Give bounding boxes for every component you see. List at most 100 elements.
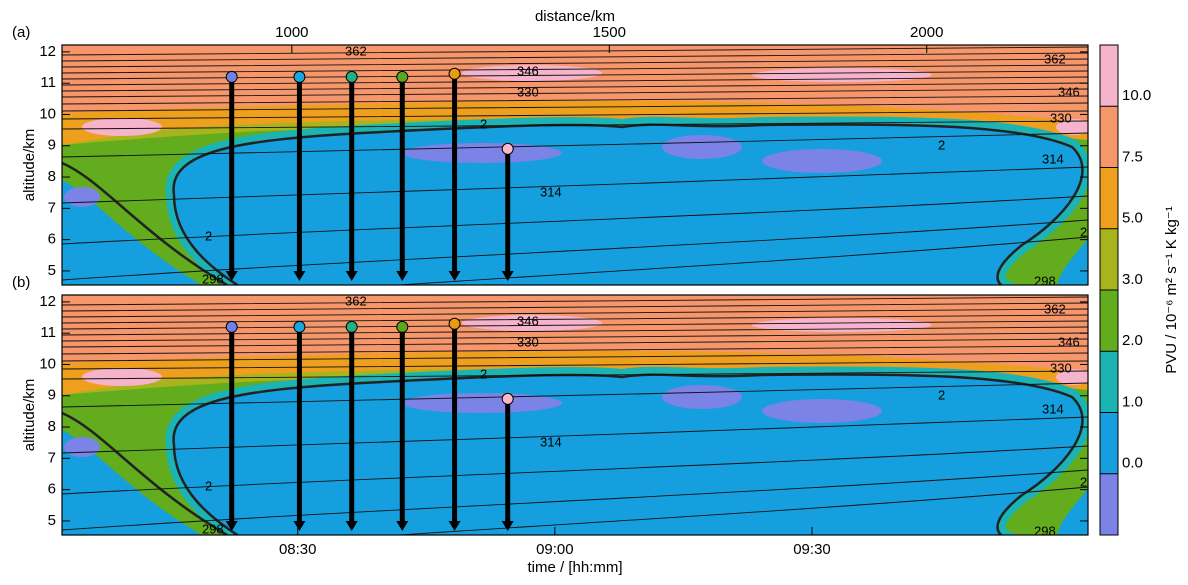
x2-tick-label: 1500 xyxy=(593,24,626,41)
colorbar-band xyxy=(1100,412,1118,474)
dropsonde-release xyxy=(396,70,409,83)
dropsonde-release xyxy=(293,70,306,83)
contour-label: 2 xyxy=(205,478,212,493)
colorbar-tick-label: 10.0 xyxy=(1122,87,1151,104)
dropsonde-release xyxy=(501,142,514,155)
x-axis-label: time / [hh:mm] xyxy=(527,559,622,576)
colorbar-tick-label: 5.0 xyxy=(1122,210,1143,227)
dropsonde-release xyxy=(225,320,238,333)
dropsonde xyxy=(396,70,409,281)
panel-label: (a) xyxy=(12,24,30,41)
y-tick-label: 11 xyxy=(40,324,56,341)
y-tick-label: 12 xyxy=(39,43,56,60)
contour-label: 346 xyxy=(1058,84,1080,99)
y-tick-label: 12 xyxy=(39,293,56,310)
x-tick-label: 09:30 xyxy=(793,541,831,558)
pv-field xyxy=(62,295,1092,559)
dropsonde-arrow xyxy=(501,271,514,281)
dropsonde-arrow xyxy=(448,271,461,281)
dropsonde-arrow xyxy=(396,271,409,281)
dropsonde-release xyxy=(396,320,409,333)
dropsonde-arrow xyxy=(293,271,306,281)
y-tick-label: 9 xyxy=(48,137,56,154)
dropsonde-arrow xyxy=(293,521,306,531)
dropsonde xyxy=(396,320,409,531)
dropsonde-release xyxy=(448,67,461,80)
contour-label: 298 xyxy=(202,521,224,536)
dropsonde-release xyxy=(345,70,358,83)
contour-label: 314 xyxy=(1042,401,1064,416)
dropsonde-arrow xyxy=(448,521,461,531)
contour-label: 362 xyxy=(345,293,367,308)
x2-tick-label: 2000 xyxy=(910,24,943,41)
y-tick-label: 11 xyxy=(40,74,56,91)
contour-label: 346 xyxy=(517,63,539,78)
dropsonde-arrow xyxy=(501,521,514,531)
colorbar-tick-label: 2.0 xyxy=(1122,332,1143,349)
contour-label: 362 xyxy=(345,43,367,58)
plot-frame xyxy=(61,44,1089,286)
dropsonde-arrow xyxy=(225,271,238,281)
y-tick-label: 9 xyxy=(48,387,56,404)
dropsonde xyxy=(293,320,306,531)
dropsonde-release xyxy=(501,392,514,405)
y-tick-label: 7 xyxy=(48,199,56,216)
y-tick-label: 5 xyxy=(48,512,56,529)
panel-label: (b) xyxy=(12,274,30,291)
y-tick-label: 7 xyxy=(48,449,56,466)
colorbar-tick-label: 1.0 xyxy=(1122,393,1143,410)
contour-label: 362 xyxy=(1044,301,1066,316)
contour-label: 298 xyxy=(1034,523,1056,538)
dropsonde-arrow xyxy=(396,521,409,531)
colorbar-band xyxy=(1100,167,1118,229)
colorbar-band xyxy=(1100,106,1118,168)
contour-label: 2 xyxy=(480,366,487,381)
contour-label: 2 xyxy=(480,116,487,131)
colorbar-band xyxy=(1100,290,1118,352)
dropsonde xyxy=(225,320,238,531)
colorbar-band xyxy=(1100,473,1118,535)
dropsonde xyxy=(501,142,514,281)
colorbar-band xyxy=(1100,351,1118,413)
y-tick-label: 6 xyxy=(48,231,56,248)
y-tick-label: 6 xyxy=(48,481,56,498)
x2-tick-label: 1000 xyxy=(275,24,308,41)
contour-label: 298 xyxy=(1034,273,1056,288)
colorbar-tick-label: 7.5 xyxy=(1122,148,1143,165)
y-tick-label: 10 xyxy=(39,355,56,372)
dropsonde-release xyxy=(345,320,358,333)
y-tick-label: 5 xyxy=(48,262,56,279)
dropsonde xyxy=(501,392,514,531)
x-tick-label: 08:30 xyxy=(279,541,317,558)
contour-label: 314 xyxy=(1042,151,1064,166)
contour-label: 2 xyxy=(205,228,212,243)
contour-label: 346 xyxy=(517,313,539,328)
colorbar-tick-label: 3.0 xyxy=(1122,271,1143,288)
colorbar-tick-label: 0.0 xyxy=(1122,455,1143,472)
dropsonde-release xyxy=(293,320,306,333)
contour-label: 298 xyxy=(202,271,224,286)
y-tick-label: 8 xyxy=(48,418,56,435)
colorbar-band xyxy=(1100,45,1118,107)
dropsonde xyxy=(225,70,238,281)
dropsonde xyxy=(448,67,461,281)
x2-axis-label: distance/km xyxy=(535,8,615,25)
dropsonde xyxy=(345,320,358,531)
dropsonde-release xyxy=(448,317,461,330)
contour-label: 2 xyxy=(938,387,945,402)
contour-label: 314 xyxy=(540,184,562,199)
contour-label: 330 xyxy=(1050,110,1072,125)
pv-field xyxy=(62,45,1092,309)
dropsonde-arrow xyxy=(345,271,358,281)
colorbar-label: PVU / 10⁻⁶ m² s⁻¹ K kg⁻¹ xyxy=(1163,206,1180,373)
dropsonde xyxy=(345,70,358,281)
y-tick-label: 8 xyxy=(48,168,56,185)
dropsonde xyxy=(293,70,306,281)
contour-label: 346 xyxy=(1058,334,1080,349)
contour-label: 2 xyxy=(938,137,945,152)
contour-label: 330 xyxy=(1050,360,1072,375)
x-tick-label: 09:00 xyxy=(536,541,574,558)
contour-label: 362 xyxy=(1044,51,1066,66)
